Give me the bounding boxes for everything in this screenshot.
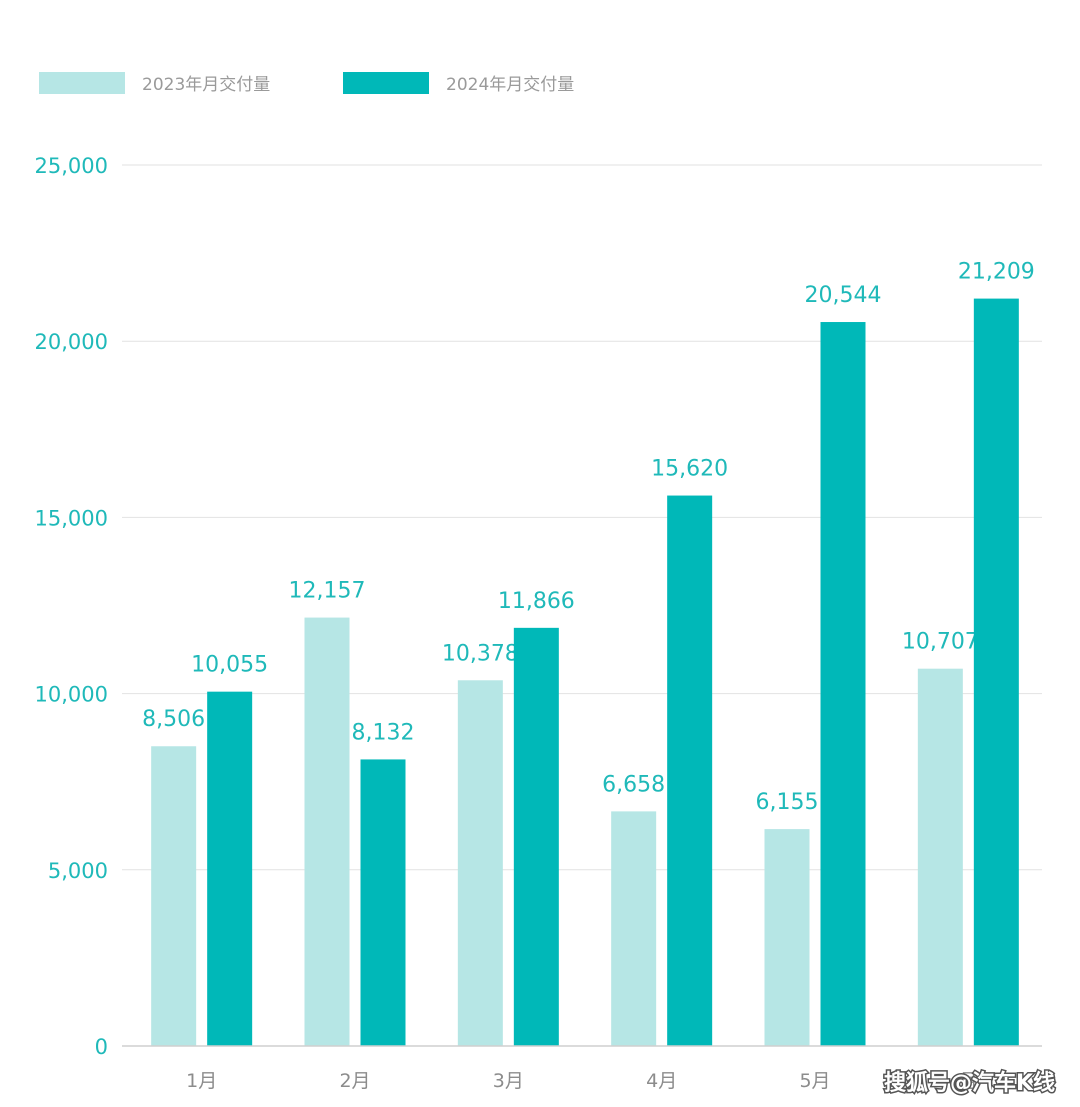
data-label: 8,506 (142, 707, 205, 732)
data-label: 20,544 (805, 283, 882, 308)
x-axis: 1月 2月 3月 4月 5月 月 (122, 1045, 1042, 1092)
bar-2023-5 (764, 829, 810, 1046)
bar-2023-3 (457, 680, 503, 1046)
bar-2023-4 (611, 811, 657, 1046)
bar-2024-5 (820, 322, 866, 1047)
data-label: 10,707 (902, 630, 979, 655)
bar-2023-2 (304, 617, 350, 1046)
legend: 2023年月交付量 2024年月交付量 (39, 72, 574, 95)
bar-2024-2 (360, 759, 406, 1046)
gridlines (122, 164, 1042, 871)
legend-swatch-2 (343, 72, 429, 94)
y-tick-label: 10,000 (35, 683, 108, 707)
data-label: 6,658 (602, 772, 665, 797)
y-tick-label: 20,000 (35, 330, 108, 354)
data-label: 15,620 (651, 457, 728, 482)
bar-2024-6 (973, 298, 1019, 1046)
data-label: 10,378 (442, 641, 519, 666)
data-label: 8,132 (352, 720, 415, 745)
bar-2024-3 (513, 627, 559, 1046)
bar-2023-6 (917, 668, 963, 1046)
y-tick-label: 5,000 (48, 859, 108, 883)
bar-2023-1 (151, 746, 197, 1046)
x-tick-label: 3月 (493, 1070, 524, 1092)
legend-label-1: 2023年月交付量 (142, 75, 270, 95)
data-label: 12,157 (289, 579, 366, 604)
y-tick-label: 15,000 (35, 506, 108, 530)
bar-2024-1 (207, 691, 253, 1046)
x-tick-label: 1月 (186, 1070, 217, 1092)
x-tick-label: 2月 (339, 1070, 370, 1092)
bars: 8,506 10,055 12,157 8,132 10,378 11,866 6,658 1… (142, 260, 1035, 1047)
x-tick-label: 月 (959, 1070, 978, 1092)
bar-2024-4 (667, 495, 713, 1046)
legend-label-2: 2024年月交付量 (446, 75, 574, 95)
data-label: 21,209 (958, 260, 1035, 285)
data-label: 10,055 (191, 653, 268, 678)
y-tick-label: 0 (95, 1035, 108, 1059)
y-axis: 0 5,000 10,000 15,000 20,000 25,000 (35, 154, 108, 1059)
x-tick-label: 5月 (799, 1070, 830, 1092)
y-tick-label: 25,000 (35, 154, 108, 178)
data-label: 6,155 (756, 790, 819, 815)
x-tick-label: 4月 (646, 1070, 677, 1092)
watermark-text: 搜狐号@汽车K线 (884, 1070, 1055, 1096)
data-label: 11,866 (498, 589, 575, 614)
legend-swatch-1 (39, 72, 125, 94)
